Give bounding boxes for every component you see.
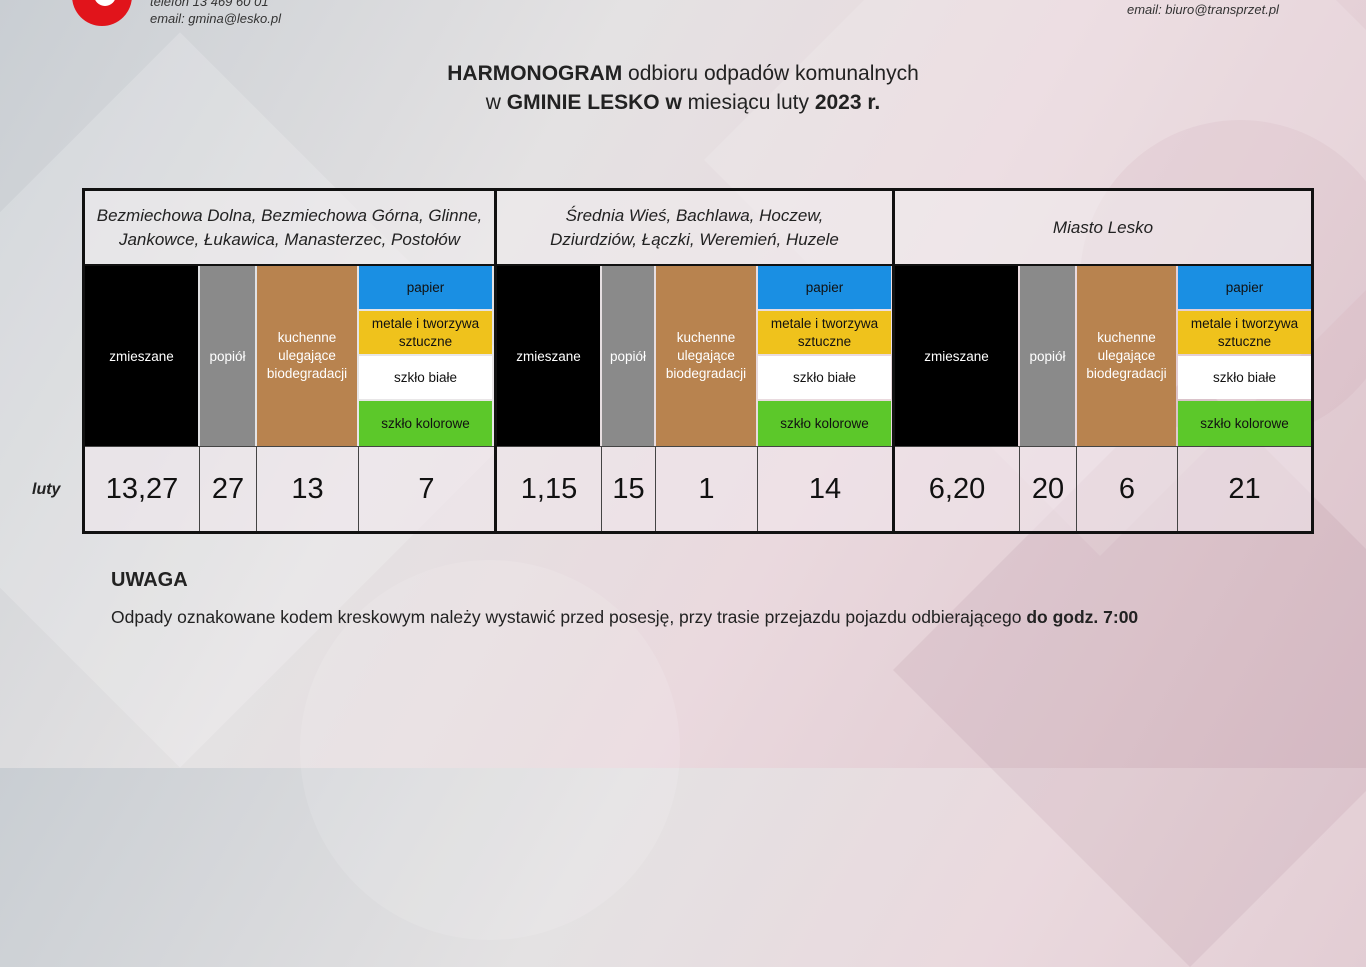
- group-divider: [494, 191, 497, 531]
- date-segregacja-1: 7: [359, 446, 494, 531]
- category-szklo-biale: szkło białe: [758, 356, 891, 399]
- category-popiol: popiół: [200, 266, 255, 446]
- category-bio: kuchenne ulegające biodegradacji: [257, 266, 357, 446]
- category-bio: kuchenne ulegające biodegradacji: [1077, 266, 1176, 446]
- gmina-email: email: gmina@lesko.pl: [150, 11, 281, 26]
- date-popiol-2: 15: [602, 446, 656, 531]
- category-popiol: popiół: [1020, 266, 1075, 446]
- group-header-2: Średnia Wieś, Bachlawa, Hoczew, Dziurdzió…: [497, 191, 892, 266]
- category-zmieszane: zmieszane: [85, 266, 198, 446]
- group-divider: [892, 191, 895, 531]
- date-zmieszane-2: 1,15: [497, 446, 602, 531]
- date-bio-2: 1: [656, 446, 758, 531]
- month-label: luty: [32, 481, 61, 498]
- category-szklo-kolorowe: szkło kolorowe: [758, 401, 891, 446]
- category-szklo-biale: szkło białe: [359, 356, 492, 399]
- date-segregacja-2: 14: [758, 446, 892, 531]
- date-popiol-1: 27: [200, 446, 257, 531]
- schedule-table: Bezmiechowa Dolna, Bezmiechowa Górna, Gl…: [82, 188, 1314, 534]
- notice-heading: UWAGA: [111, 569, 188, 591]
- category-metale: metale i tworzywa sztuczne: [758, 311, 891, 354]
- notice-text: Odpady oznakowane kodem kreskowym należy…: [111, 607, 1139, 627]
- category-zmieszane: zmieszane: [895, 266, 1018, 446]
- category-papier: papier: [359, 266, 492, 309]
- company-email: email: biuro@transprzet.pl: [1127, 2, 1279, 17]
- category-szklo-biale: szkło białe: [1178, 356, 1311, 399]
- group-header-1: Bezmiechowa Dolna, Bezmiechowa Górna, Gl…: [85, 191, 494, 266]
- date-popiol-3: 20: [1020, 446, 1077, 531]
- category-zmieszane: zmieszane: [497, 266, 600, 446]
- category-popiol: popiół: [602, 266, 654, 446]
- date-zmieszane-3: 6,20: [895, 446, 1020, 531]
- category-metale: metale i tworzywa sztuczne: [359, 311, 492, 354]
- category-szklo-kolorowe: szkło kolorowe: [359, 401, 492, 446]
- date-bio-3: 6: [1077, 446, 1178, 531]
- group-header-3: Miasto Lesko: [895, 191, 1311, 266]
- page-title-line2: w GMINIE LESKO w miesiącu luty 2023 r.: [485, 91, 881, 114]
- date-bio-1: 13: [257, 446, 359, 531]
- date-segregacja-3: 21: [1178, 446, 1311, 531]
- category-szklo-kolorowe: szkło kolorowe: [1178, 401, 1311, 446]
- category-metale: metale i tworzywa sztuczne: [1178, 311, 1311, 354]
- page-title-line1: HARMONOGRAM odbioru odpadów komunalnych: [447, 62, 919, 85]
- category-bio: kuchenne ulegające biodegradacji: [656, 266, 756, 446]
- category-papier: papier: [1178, 266, 1311, 309]
- category-papier: papier: [758, 266, 891, 309]
- gmina-phone: telefon 13 469 60 01: [150, 0, 269, 9]
- date-zmieszane-1: 13,27: [85, 446, 200, 531]
- municipality-logo: [72, 0, 132, 26]
